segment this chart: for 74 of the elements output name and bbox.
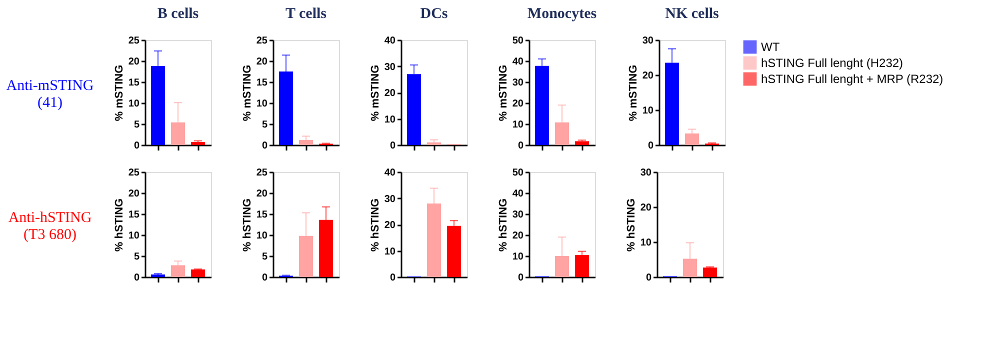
- y-tick-label: 40: [512, 188, 524, 200]
- y-tick-label: 5: [134, 252, 140, 262]
- y-tick-label: 15: [128, 78, 140, 88]
- y-tick-label: 0: [262, 272, 268, 284]
- y-tick-label: 20: [512, 230, 524, 242]
- y-axis-title: % mSTING: [241, 64, 254, 122]
- chart-title: DCs: [420, 6, 448, 22]
- y-tick-label: 20: [640, 202, 652, 214]
- y-tick-label: 5: [262, 120, 268, 130]
- y-axis-title: % mSTING: [369, 64, 382, 122]
- legend-label: hSTING Full lenght + MRP (R232): [761, 72, 944, 86]
- y-tick-label: 0: [134, 140, 140, 152]
- y-tick-label: 0: [134, 272, 140, 284]
- legend-label: WT: [761, 40, 780, 54]
- y-tick-label: 25: [128, 36, 140, 46]
- y-tick-label: 15: [256, 78, 268, 88]
- y-tick-label: 10: [384, 246, 396, 258]
- y-tick-label: 15: [128, 210, 140, 220]
- y-tick-label: 40: [384, 36, 396, 46]
- y-tick-label: 30: [384, 194, 396, 205]
- y-tick-label: 20: [128, 56, 140, 68]
- y-axis-title: % hSTING: [241, 198, 254, 252]
- y-tick-label: 20: [256, 56, 268, 68]
- y-tick-label: 10: [128, 230, 140, 242]
- y-tick-label: 20: [256, 188, 268, 200]
- y-tick-label: 10: [256, 98, 268, 110]
- chart-title: Monocytes: [527, 6, 597, 22]
- y-tick-label: 0: [518, 272, 524, 284]
- y-tick-label: 10: [642, 106, 654, 116]
- y-tick-label: 10: [128, 98, 140, 110]
- chart-title: B cells: [157, 6, 199, 22]
- y-tick-label: 20: [384, 220, 396, 231]
- y-tick-label: 20: [642, 70, 654, 82]
- y-axis-title: % hSTING: [497, 198, 510, 252]
- y-tick-label: 30: [384, 62, 396, 73]
- y-tick-label: 10: [384, 114, 396, 126]
- y-tick-label: 10: [512, 120, 524, 130]
- y-axis-title: % hSTING: [113, 198, 126, 252]
- y-tick-label: 40: [512, 56, 524, 68]
- y-tick-label: 0: [390, 272, 396, 284]
- y-tick-label: 30: [512, 210, 524, 220]
- y-tick-label: 0: [390, 140, 396, 152]
- y-tick-label: 0: [646, 272, 652, 284]
- legend-label: hSTING Full lenght (H232): [761, 56, 904, 70]
- y-tick-label: 10: [640, 238, 652, 248]
- y-tick-label: 15: [256, 210, 268, 220]
- y-tick-label: 10: [512, 252, 524, 262]
- y-tick-label: 50: [512, 168, 524, 178]
- text: Anti-mSTING (41): [6, 78, 94, 111]
- y-tick-label: 30: [642, 36, 654, 46]
- y-axis-title: % mSTING: [627, 64, 640, 122]
- y-tick-label: 20: [512, 98, 524, 110]
- y-tick-label: 0: [518, 140, 524, 152]
- y-tick-label: 0: [262, 140, 268, 152]
- y-tick-label: 10: [256, 230, 268, 242]
- y-tick-label: 50: [512, 36, 524, 46]
- y-tick-label: 0: [648, 140, 654, 152]
- y-tick-label: 20: [128, 188, 140, 200]
- y-tick-label: 25: [256, 36, 268, 46]
- y-axis-title: % mSTING: [113, 64, 126, 122]
- y-axis-title: % mSTING: [497, 64, 510, 122]
- y-tick-label: 30: [512, 78, 524, 88]
- y-tick-label: 40: [384, 168, 396, 178]
- y-tick-label: 20: [384, 88, 396, 99]
- text: Anti-hSTING (T3 680): [8, 210, 92, 243]
- chart-title: T cells: [286, 6, 327, 22]
- y-tick-label: 25: [256, 168, 268, 178]
- chart-title: NK cells: [665, 6, 720, 22]
- y-tick-label: 5: [134, 120, 140, 130]
- y-axis-title: % hSTING: [625, 198, 638, 252]
- y-tick-label: 30: [640, 168, 652, 178]
- y-tick-label: 25: [128, 168, 140, 178]
- y-tick-label: 5: [262, 252, 268, 262]
- y-axis-title: % hSTING: [369, 198, 382, 252]
